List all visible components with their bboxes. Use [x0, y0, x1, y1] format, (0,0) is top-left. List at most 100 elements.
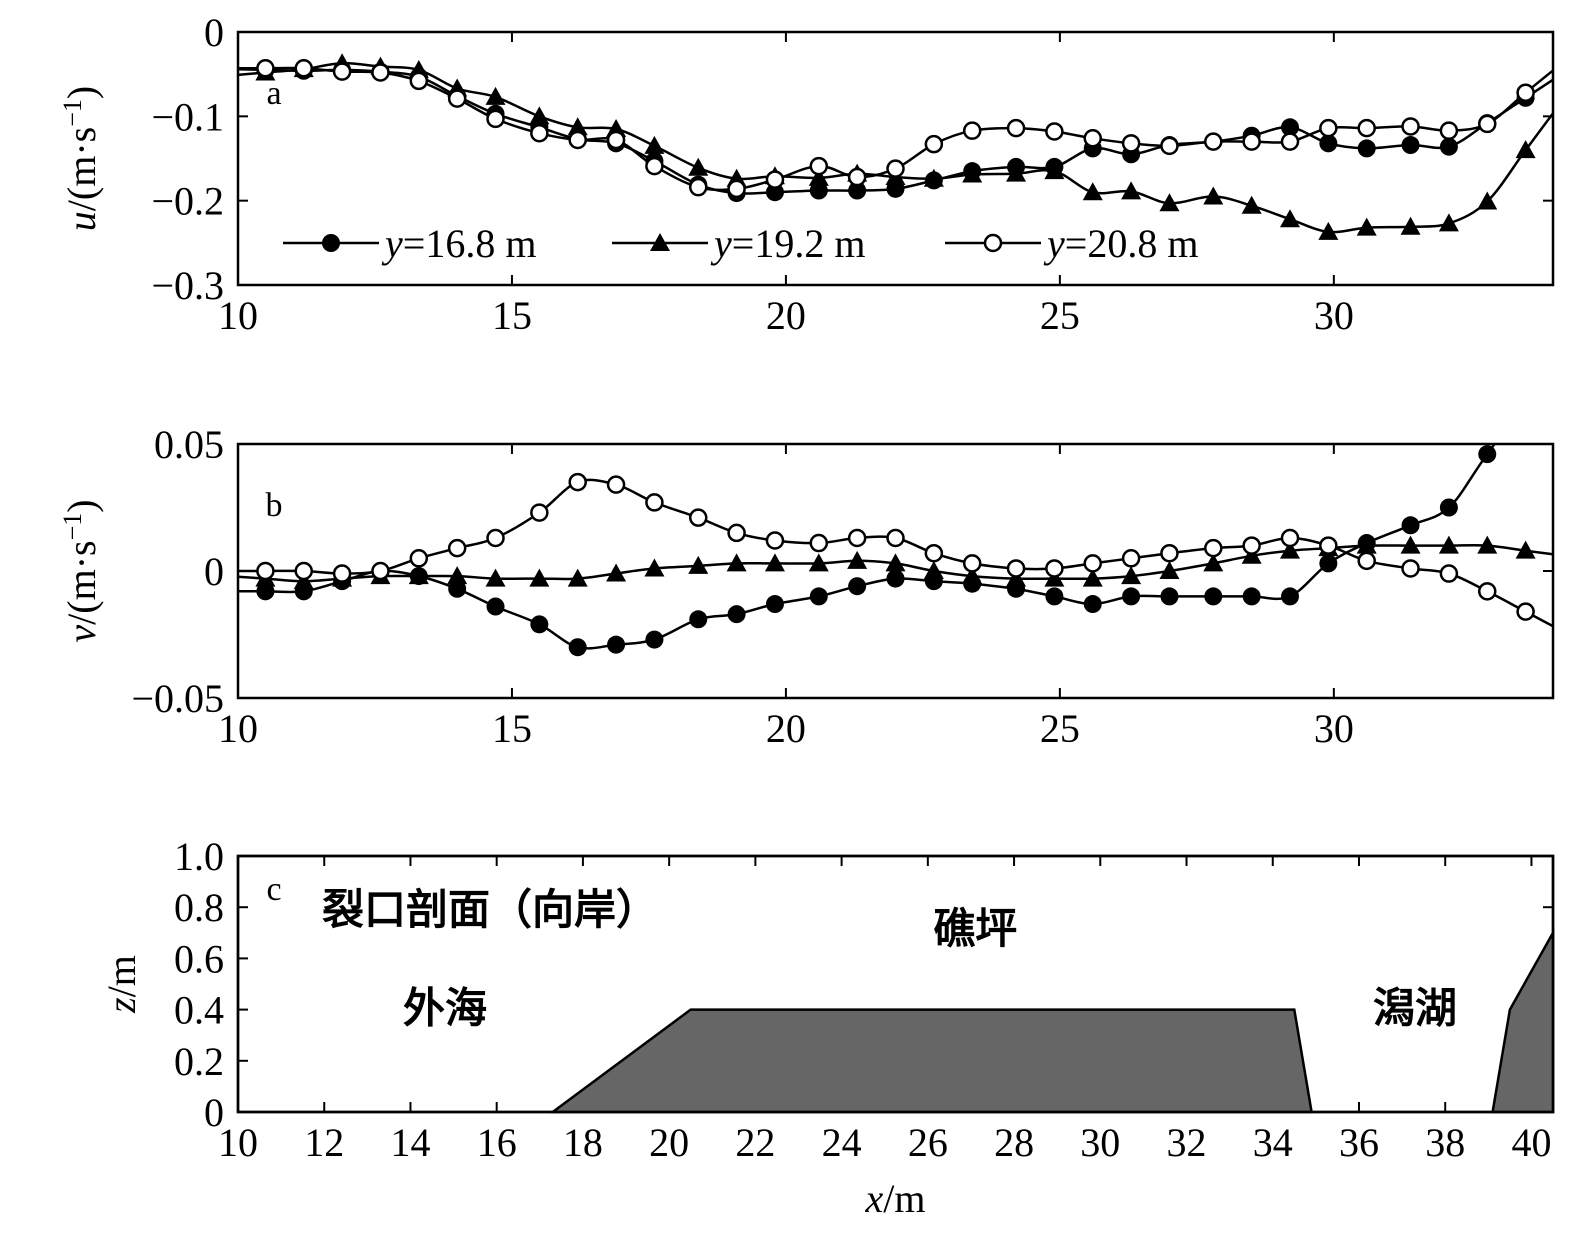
y-axis-label-unit: /(m·s: [59, 127, 104, 211]
x-axis-label: x/m: [865, 1176, 926, 1221]
legend-marker-2: [983, 233, 1003, 253]
data-point-0: [765, 595, 784, 614]
data-point-2: [727, 523, 746, 543]
data-point-0: [1439, 498, 1458, 517]
data-point-0: [848, 181, 867, 200]
data-point-2: [1160, 136, 1179, 156]
data-point-2: [1478, 114, 1497, 134]
legend-label-2: y=20.8 m: [1043, 221, 1198, 266]
data-point-1: [1121, 181, 1142, 200]
x-tick-label: 15: [492, 706, 532, 751]
plot-frame-top: [236, 854, 1555, 1114]
legend-label-1: y=19.2 m: [710, 221, 865, 266]
data-point-0: [1242, 587, 1261, 606]
x-tick-label: 20: [649, 1120, 689, 1165]
y-tick-label: 0.6: [174, 936, 224, 981]
data-point-2: [256, 561, 275, 581]
x-tick-label: 10: [218, 706, 258, 751]
data-point-1: [1280, 540, 1300, 559]
data-point-1: [1400, 535, 1421, 554]
data-point-1: [688, 157, 709, 176]
data-point-1: [567, 568, 588, 587]
data-point-0: [1122, 587, 1141, 606]
y-tick-label: 0: [204, 10, 224, 55]
data-point-0: [1478, 445, 1497, 464]
data-point-0: [1160, 587, 1179, 606]
y-tick-label: −0.2: [151, 179, 224, 224]
data-point-2: [1401, 559, 1420, 578]
panel-b-chart: 10 15 20 25 30 0.05 0 −0.05 b v/(m·s−1): [58, 422, 1555, 751]
plot-frame: [236, 30, 1555, 287]
data-point-1: [764, 553, 785, 572]
y-axis-label-var: u: [59, 211, 104, 231]
y-tick-label: −0.05: [131, 676, 224, 721]
data-point-0: [1319, 554, 1338, 573]
data-point-2: [962, 554, 982, 573]
data-point-2: [1401, 117, 1420, 136]
data-point-1: [644, 135, 665, 154]
panel-c-profile: 10 12 14 16 18 20 22 24 26 28 30 32 34 36 38 40 1.0 0.8 0.…: [99, 834, 1555, 1221]
data-point-2: [1439, 121, 1459, 140]
reef-flat-shape: [548, 1008, 1314, 1114]
y-tick-label: 0: [204, 1090, 224, 1135]
data-point-1: [1203, 186, 1224, 205]
data-point-1: [606, 563, 627, 582]
data-point-1: [726, 553, 747, 572]
data-point-2: [1319, 536, 1338, 555]
data-point-0: [1357, 139, 1376, 158]
legend-var: y: [381, 221, 403, 266]
data-point-0: [809, 181, 828, 200]
data-point-0: [1083, 595, 1102, 614]
data-point-2: [294, 59, 313, 78]
data-point-2: [645, 493, 664, 512]
data-point-2: [1045, 559, 1064, 578]
y-tick-label: 0.8: [174, 885, 224, 930]
x-tick-label: 30: [1314, 706, 1354, 751]
x-tick-label: 40: [1511, 1120, 1551, 1165]
data-point-2: [568, 472, 587, 492]
x-tick-label: 30: [1314, 293, 1354, 338]
data-point-2: [294, 561, 313, 581]
data-point-2: [1319, 118, 1338, 138]
data-point-1: [1400, 216, 1421, 235]
data-point-0: [727, 605, 746, 624]
data-point-2: [1121, 549, 1141, 568]
data-point-2: [765, 170, 785, 189]
data-point-0: [1281, 118, 1299, 137]
data-point-1: [688, 555, 709, 574]
x-tick-label: 25: [1040, 293, 1080, 338]
data-point-2: [1204, 538, 1223, 558]
x-tick-label: 10: [218, 1120, 258, 1165]
y-tick-label: −0.1: [151, 94, 224, 139]
data-point-2: [847, 528, 867, 548]
y-tick-label: 0.4: [174, 988, 224, 1033]
region-label: 礁坪: [933, 904, 1017, 953]
data-point-0: [530, 615, 549, 634]
data-point-0: [256, 582, 275, 601]
data-point-2: [886, 528, 905, 548]
x-tick-label: 30: [1080, 1120, 1120, 1165]
data-point-1: [1477, 191, 1498, 210]
data-point-0: [1045, 587, 1064, 606]
y-axis-label-unit: /(m·s: [59, 540, 104, 624]
y-axis-label-close: ): [59, 499, 104, 512]
data-point-2: [409, 71, 429, 91]
data-point-0: [486, 597, 505, 616]
profile-title: 裂口剖面（向岸）: [322, 885, 658, 934]
data-point-1: [923, 168, 944, 187]
data-point-2: [371, 63, 390, 82]
legend: y=16.8 m y=19.2 m y=20.8 m: [283, 221, 1198, 266]
data-point-2: [689, 508, 708, 527]
data-point-1: [1044, 161, 1065, 180]
data-point-2: [727, 179, 746, 199]
data-point-2: [606, 130, 626, 150]
y-axis-label-exp: −1: [58, 99, 87, 127]
data-point-2: [486, 528, 505, 548]
y-tick-label: −0.3: [151, 263, 224, 308]
panel-label: c: [266, 871, 281, 908]
data-point-1: [1438, 535, 1459, 554]
data-point-1: [1318, 221, 1339, 240]
data-point-2: [1204, 132, 1223, 151]
legend-marker-1: [650, 233, 670, 251]
y-axis-label-unit: /m: [99, 955, 144, 997]
